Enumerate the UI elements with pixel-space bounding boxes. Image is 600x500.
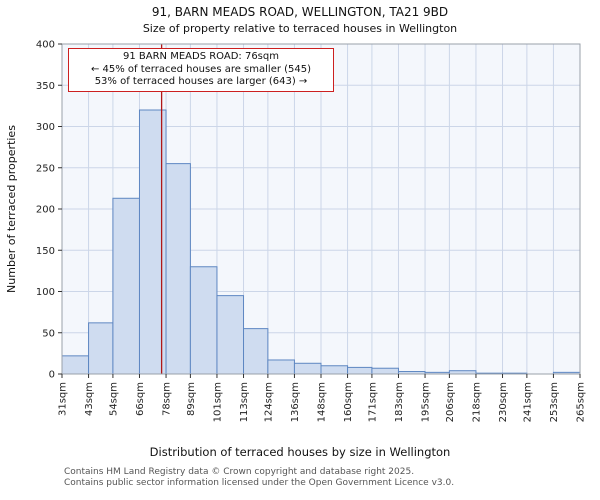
svg-text:148sqm: 148sqm bbox=[317, 382, 328, 422]
svg-text:150: 150 bbox=[36, 246, 55, 257]
footer: Contains HM Land Registry data © Crown c… bbox=[64, 467, 454, 489]
svg-text:265sqm: 265sqm bbox=[576, 382, 587, 422]
annotation-line-2: ← 45% of terraced houses are smaller (54… bbox=[90, 63, 312, 75]
annotation-line-3: 53% of terraced houses are larger (643) … bbox=[94, 76, 308, 87]
chart-title: 91, BARN MEADS ROAD, WELLINGTON, TA21 9B… bbox=[151, 5, 449, 19]
histogram-svg: 0 50 100 150 200 250 300 350 400 31sqm 43sqm 54sqm 6… bbox=[36, 40, 587, 422]
svg-text:0: 0 bbox=[49, 370, 55, 381]
svg-text:250: 250 bbox=[36, 163, 55, 174]
svg-text:160sqm: 160sqm bbox=[343, 382, 354, 422]
svg-text:300: 300 bbox=[36, 122, 55, 133]
svg-text:101sqm: 101sqm bbox=[212, 382, 223, 422]
svg-text:230sqm: 230sqm bbox=[498, 382, 509, 422]
x-axis-label: Distribution of terraced houses by size … bbox=[149, 445, 451, 459]
annotation-line-1: 91 BARN MEADS ROAD: 76sqm bbox=[123, 51, 279, 62]
svg-text:124sqm: 124sqm bbox=[263, 382, 274, 422]
chart-subtitle: Size of property relative to terraced ho… bbox=[142, 22, 458, 35]
svg-text:89sqm: 89sqm bbox=[186, 382, 197, 416]
svg-text:206sqm: 206sqm bbox=[445, 382, 456, 422]
svg-text:241sqm: 241sqm bbox=[522, 382, 533, 422]
svg-text:200: 200 bbox=[36, 205, 55, 216]
svg-text:43sqm: 43sqm bbox=[84, 382, 95, 416]
svg-text:218sqm: 218sqm bbox=[471, 382, 482, 422]
svg-text:78sqm: 78sqm bbox=[162, 382, 173, 416]
svg-text:400: 400 bbox=[36, 40, 55, 51]
annotation-box: 91 BARN MEADS ROAD: 76sqm ← 45% of terra… bbox=[68, 48, 334, 92]
svg-text:183sqm: 183sqm bbox=[394, 382, 405, 422]
y-axis-label: Number of terraced properties bbox=[5, 125, 18, 293]
svg-text:100: 100 bbox=[36, 287, 55, 298]
svg-text:253sqm: 253sqm bbox=[549, 382, 560, 422]
svg-text:195sqm: 195sqm bbox=[421, 382, 432, 422]
footer-line-2: Contains public sector information licen… bbox=[64, 478, 455, 488]
svg-text:136sqm: 136sqm bbox=[290, 382, 301, 422]
svg-text:350: 350 bbox=[36, 81, 55, 92]
svg-text:171sqm: 171sqm bbox=[367, 382, 378, 422]
svg-text:113sqm: 113sqm bbox=[239, 382, 250, 422]
footer-line-1: Contains HM Land Registry data © Crown c… bbox=[64, 467, 415, 477]
svg-text:54sqm: 54sqm bbox=[108, 382, 119, 416]
svg-text:66sqm: 66sqm bbox=[135, 382, 146, 416]
svg-text:31sqm: 31sqm bbox=[58, 382, 69, 416]
svg-text:50: 50 bbox=[42, 328, 55, 339]
